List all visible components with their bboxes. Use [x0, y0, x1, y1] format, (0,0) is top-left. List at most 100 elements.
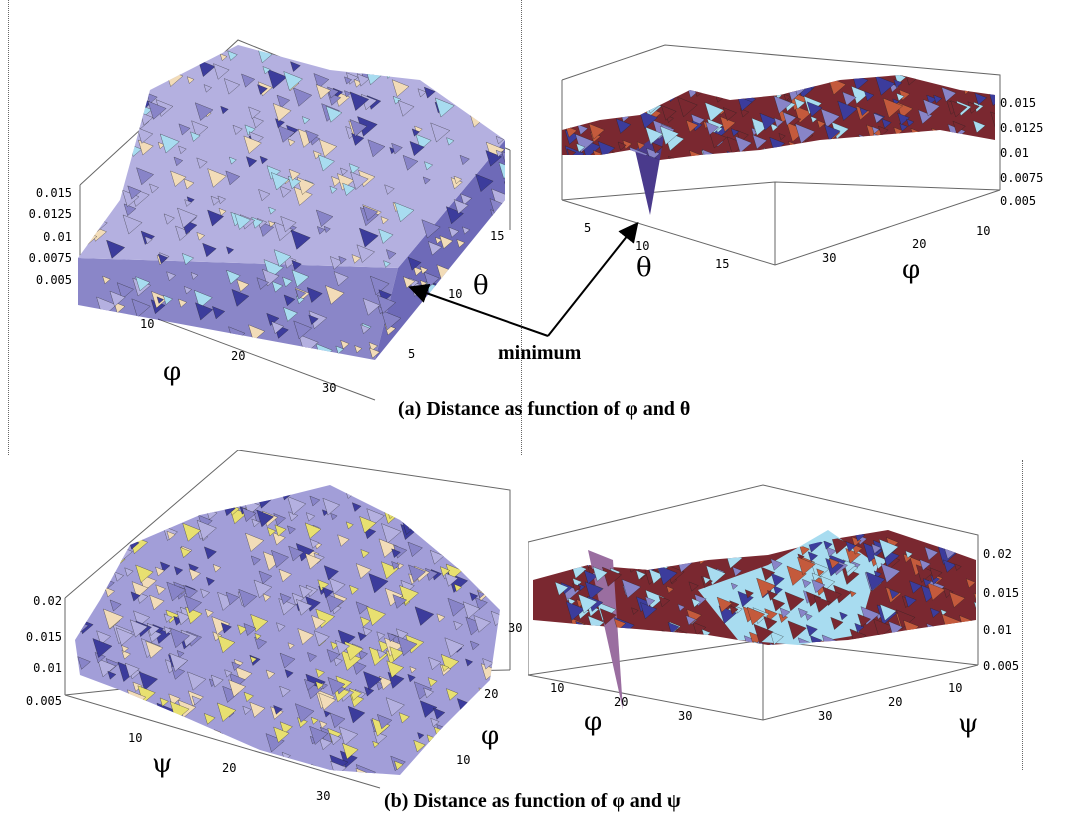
surface-facet [428, 656, 442, 670]
surface-facet [705, 565, 726, 586]
surface-facet [161, 711, 177, 726]
surface-facet [198, 746, 218, 766]
surface-facet [962, 627, 974, 639]
surface-facet [873, 112, 884, 124]
surface-facet [247, 765, 263, 775]
surface-facet [163, 213, 175, 225]
surface-facet [811, 579, 826, 594]
plot-a-right-z-tick: 0.0125 [1000, 121, 1043, 135]
surface-facet [331, 176, 342, 187]
surface-facet [325, 106, 343, 123]
surface-facet [416, 499, 424, 507]
surface-facet [342, 742, 359, 760]
surface-facet [659, 125, 679, 145]
surface-facet [799, 544, 810, 556]
surface-facet [258, 570, 273, 585]
surface-facet [761, 566, 776, 581]
surface-facet [291, 269, 310, 288]
surface-facet [126, 512, 144, 530]
surface-facet [367, 139, 386, 158]
surface-facet [635, 570, 646, 580]
surface-facet [407, 541, 423, 557]
surface-facet [299, 585, 313, 599]
plot-b-left-psi-ticks: 10 20 30 [128, 731, 330, 800]
surface-facet [276, 622, 286, 632]
surface-facet [392, 96, 402, 105]
surface-facet [191, 120, 209, 138]
surface-facet [293, 87, 313, 107]
surface-facet [256, 277, 269, 290]
surface-facet [497, 547, 500, 566]
plot-a-left-phi-ticks: 10 20 30 [140, 317, 336, 395]
surface-facet [504, 699, 514, 709]
surface-facet [127, 185, 142, 200]
surface-facet [990, 111, 995, 130]
surface-facet [475, 700, 491, 717]
surface-facet [170, 170, 187, 187]
plot-a-left-z-ticks: 0.015 0.0125 0.01 0.0075 0.005 [29, 186, 72, 287]
surface-facet [495, 136, 504, 145]
surface-facet [169, 652, 189, 672]
surface-facet [147, 100, 167, 120]
surface-facet [436, 613, 446, 623]
surface-facet [323, 226, 331, 233]
surface-facet [210, 674, 224, 688]
plot-b-left-psi-tick: 10 [128, 731, 142, 745]
surface-facet [439, 235, 454, 249]
surface-facet [481, 571, 495, 585]
surface-facet [322, 509, 329, 517]
surface-facet [159, 133, 180, 154]
surface-facet [301, 116, 310, 125]
surface-facet [196, 232, 205, 241]
surface-facet [795, 123, 816, 144]
surface-facet [784, 591, 805, 612]
surface-facet [184, 595, 202, 614]
surface-facet [420, 266, 428, 275]
surface-facet [763, 616, 778, 630]
surface-facet [551, 622, 571, 641]
surface-facet [349, 119, 368, 137]
surface-facet [238, 588, 258, 608]
surface-facet [749, 631, 764, 645]
surface-facet [475, 173, 494, 192]
surface-facet [97, 658, 116, 678]
surface-facet [878, 125, 889, 137]
surface-facet [943, 559, 957, 573]
surface-facet [158, 779, 167, 788]
surface-facet [114, 571, 124, 582]
surface-facet [145, 640, 164, 659]
surface-facet [453, 199, 469, 215]
surface-facet [228, 679, 247, 698]
surface-facet [972, 120, 986, 134]
surface-facet [411, 128, 420, 137]
surface-facet [771, 573, 785, 587]
surface-facet [115, 514, 127, 527]
plot-a-left-phi-label: φ [163, 357, 181, 387]
surface-facet [356, 244, 375, 263]
surface-facet [250, 656, 257, 664]
surface-facet [430, 717, 440, 727]
surface-facet [882, 97, 903, 118]
surface-facet [435, 236, 442, 244]
arrow-to-left-minimum [408, 283, 549, 337]
surface-facet [271, 550, 289, 568]
surface-facet [306, 287, 323, 303]
surface-facet [222, 686, 240, 703]
surface-facet [355, 601, 369, 615]
surface-facet [413, 266, 423, 276]
surface-facet [93, 772, 113, 775]
arrow-to-right-minimum [547, 221, 639, 337]
surface-facet [797, 556, 816, 576]
surface-facet [283, 71, 303, 91]
surface-facet [76, 744, 88, 756]
surface-facet [309, 725, 329, 745]
surface-facet [744, 589, 754, 599]
surface-facet [279, 652, 296, 669]
surface-facet [378, 538, 398, 558]
surface-facet [354, 345, 363, 354]
surface-facet [207, 209, 224, 227]
surface-facet [290, 229, 311, 250]
surface-facet [77, 717, 92, 731]
surface-facet [448, 226, 460, 238]
surface-facet [431, 738, 448, 754]
